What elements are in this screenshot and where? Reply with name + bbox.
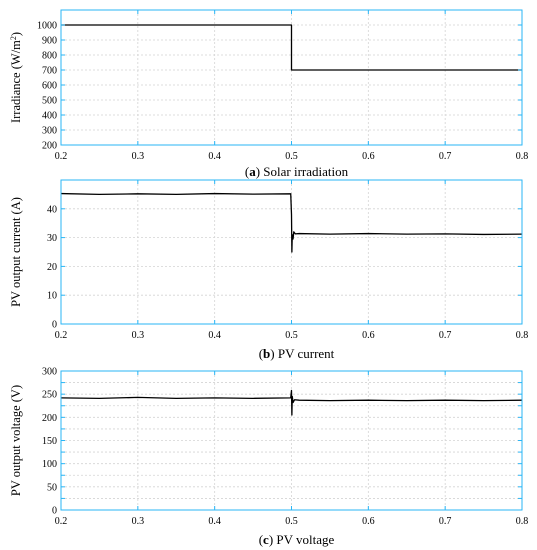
- x-tick-label: 0.8: [516, 151, 529, 162]
- y-tick-label: 0: [52, 320, 57, 331]
- chart-irradiance: 0.2 0.3 0.4 0.5 0.6 0.7 0.8 200 300 400 500 600 700 8…: [9, 9, 529, 179]
- y-tick-label: 200: [42, 141, 57, 152]
- x-tick-label: 0.5: [285, 330, 298, 341]
- y-tick-label: 100: [42, 459, 57, 470]
- y-tick-label: 900: [42, 36, 57, 47]
- y-tick-label: 150: [42, 436, 57, 447]
- x-tick-label: 0.2: [55, 516, 68, 527]
- y-tick-label: 600: [42, 81, 57, 92]
- x-tick-label: 0.5: [285, 516, 298, 527]
- y-axis-label: PV output current (A): [9, 197, 23, 307]
- x-tick-label: 0.8: [516, 330, 529, 341]
- y-tick-label: 800: [42, 51, 57, 62]
- x-tick-label: 0.4: [208, 151, 221, 162]
- chart-caption: (c) PV voltage: [259, 532, 335, 547]
- y-tick-label: 20: [47, 262, 57, 273]
- y-tick-label: 0: [52, 506, 57, 517]
- y-tick-label: 700: [42, 66, 57, 77]
- y-tick-label: 30: [47, 233, 57, 244]
- x-tick-label: 0.7: [439, 516, 452, 527]
- y-axis-label: Irradiance (W/m2): [9, 32, 24, 123]
- y-tick-label: 250: [42, 390, 57, 401]
- y-tick-label: 400: [42, 111, 57, 122]
- x-tick-label: 0.6: [362, 151, 375, 162]
- y-tick-label: 50: [47, 482, 57, 493]
- chart-caption: (a) Solar irradiation: [245, 164, 349, 179]
- y-tick-label: 10: [47, 291, 57, 302]
- chart-voltage: 0.2 0.3 0.4 0.5 0.6 0.7 0.8 0 50 100 150 200 250 300 P…: [9, 367, 528, 548]
- chart-current: 0.2 0.3 0.4 0.5 0.6 0.7 0.8 0 10 20 30 40 PV output …: [9, 179, 529, 361]
- y-tick-label: 300: [42, 126, 57, 137]
- x-tick-label: 0.6: [362, 330, 375, 341]
- y-tick-label: 1000: [37, 21, 57, 32]
- x-tick-label: 0.2: [55, 151, 68, 162]
- y-tick-label: 40: [47, 204, 57, 215]
- y-tick-label: 200: [42, 413, 57, 424]
- series-line: [61, 24, 522, 71]
- x-tick-label: 0.7: [439, 151, 452, 162]
- x-tick-label: 0.3: [132, 516, 145, 527]
- x-tick-label: 0.4: [208, 330, 221, 341]
- x-tick-label: 0.6: [362, 516, 375, 527]
- x-tick-label: 0.2: [55, 330, 68, 341]
- x-tick-label: 0.3: [132, 151, 145, 162]
- y-axis-label: PV output voltage (V): [9, 385, 23, 496]
- x-tick-label: 0.3: [132, 330, 145, 341]
- x-tick-label: 0.8: [516, 516, 529, 527]
- x-tick-label: 0.7: [439, 330, 452, 341]
- x-tick-label: 0.5: [285, 151, 298, 162]
- y-tick-label: 500: [42, 96, 57, 107]
- chart-caption: (b) PV current: [259, 346, 335, 361]
- y-tick-label: 300: [42, 367, 57, 378]
- series-line: [60, 192, 523, 253]
- series-line: [60, 389, 523, 416]
- x-tick-label: 0.4: [208, 516, 221, 527]
